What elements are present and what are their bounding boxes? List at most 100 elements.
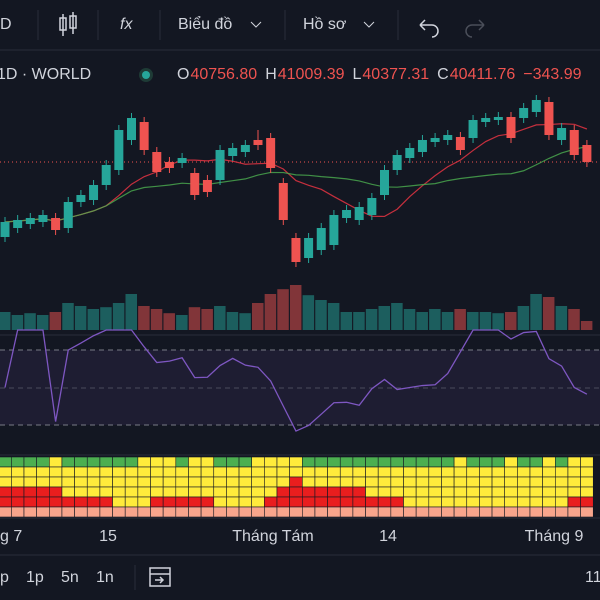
heat-cell <box>61 466 75 478</box>
heat-cell <box>137 456 151 468</box>
heat-cell <box>124 496 139 508</box>
heat-cell <box>150 496 164 508</box>
heat-cell <box>251 486 265 498</box>
heat-cell <box>390 486 404 498</box>
candle-body <box>367 198 377 215</box>
volume-bar <box>378 306 390 330</box>
heat-cell <box>48 486 63 498</box>
indicator-button[interactable]: fx <box>120 16 133 33</box>
heat-cell <box>327 466 341 478</box>
heat-cell <box>251 466 265 478</box>
heat-cell <box>301 486 316 498</box>
moving-average <box>4 146 588 223</box>
heat-cell <box>453 486 468 498</box>
heat-cell <box>23 476 37 488</box>
candle-icon[interactable] <box>59 12 77 36</box>
candle-body <box>531 100 541 112</box>
heat-cell <box>200 476 215 488</box>
heat-cell <box>517 476 531 488</box>
candle-body <box>266 138 276 168</box>
heat-cell <box>200 466 215 478</box>
timeframe-button[interactable]: p <box>0 569 9 586</box>
calendar-icon[interactable] <box>149 567 171 587</box>
heat-cell <box>137 506 151 518</box>
heat-cell <box>0 476 12 488</box>
heat-cell <box>112 466 126 478</box>
change-value: −343.99 <box>523 66 581 83</box>
heat-cell <box>99 496 113 508</box>
status-dot <box>142 71 150 79</box>
timeframe-button[interactable]: 1p <box>26 569 44 586</box>
heat-cell <box>36 456 50 468</box>
heat-cell <box>542 476 556 488</box>
volume-bar <box>87 309 100 330</box>
toolbar <box>0 0 600 50</box>
heat-cell <box>213 506 227 518</box>
chart-menu[interactable]: Biểu đồ <box>178 15 232 33</box>
heat-cell <box>86 506 101 518</box>
candle-body <box>25 218 35 224</box>
timeframe-button[interactable]: 5n <box>61 569 79 586</box>
heat-cell <box>48 456 63 468</box>
candle-body <box>392 155 402 170</box>
volume-bar <box>125 294 137 330</box>
candle-body <box>430 138 440 142</box>
candle-body <box>0 222 10 237</box>
heat-cell <box>99 456 113 468</box>
heat-cell <box>36 486 50 498</box>
undo-button[interactable] <box>419 19 439 38</box>
candle-body <box>544 102 554 135</box>
heat-cell <box>200 456 215 468</box>
heat-cell <box>554 496 569 508</box>
heat-cell <box>112 476 126 488</box>
heat-cell <box>517 456 531 468</box>
volume-bar <box>454 309 466 330</box>
volume-bar <box>467 312 479 330</box>
heat-cell <box>251 496 265 508</box>
heat-cell <box>441 466 455 478</box>
candle-body <box>152 152 162 172</box>
x-tick-label: g 7 <box>0 528 22 545</box>
heat-cell <box>529 496 543 508</box>
volume-bar <box>201 309 213 330</box>
heat-cell <box>580 506 594 518</box>
heat-cell <box>226 456 240 468</box>
heat-cell <box>339 486 354 498</box>
heat-cell <box>491 496 505 508</box>
heat-cell <box>289 486 303 498</box>
symbol: 1D · WORLD <box>0 66 91 83</box>
heat-cell <box>175 476 189 488</box>
x-tick-label: Tháng 9 <box>525 528 584 545</box>
heat-cell <box>213 496 227 508</box>
volume-bar <box>100 307 112 330</box>
heat-cell <box>365 486 379 498</box>
profile-menu[interactable]: Hồ sơ <box>303 16 347 33</box>
candle-body <box>240 145 250 152</box>
heat-cell <box>479 506 493 518</box>
redo-button[interactable] <box>465 19 485 38</box>
heat-cell <box>580 466 594 478</box>
heat-cell <box>428 496 442 508</box>
heat-cell <box>162 456 177 468</box>
heat-cell <box>580 476 594 488</box>
heat-cell <box>162 476 177 488</box>
heat-cell <box>276 466 290 478</box>
heat-cell <box>74 506 88 518</box>
volume-bar <box>568 309 580 330</box>
heat-cell <box>314 496 328 508</box>
heat-cell <box>415 456 430 468</box>
heat-cell <box>403 496 417 508</box>
heat-cell <box>264 456 278 468</box>
heat-cell <box>390 466 404 478</box>
heat-cell <box>36 496 50 508</box>
timeframe-button[interactable]: 1n <box>96 569 114 586</box>
interval-button[interactable]: D <box>0 16 12 33</box>
volume-bar <box>365 309 378 330</box>
heat-cell <box>276 486 290 498</box>
heat-cell <box>74 486 88 498</box>
ohlc-value: 40756.80 <box>190 66 257 83</box>
heat-cell <box>567 476 581 488</box>
candle-body <box>316 228 326 250</box>
heat-cell <box>175 506 189 518</box>
